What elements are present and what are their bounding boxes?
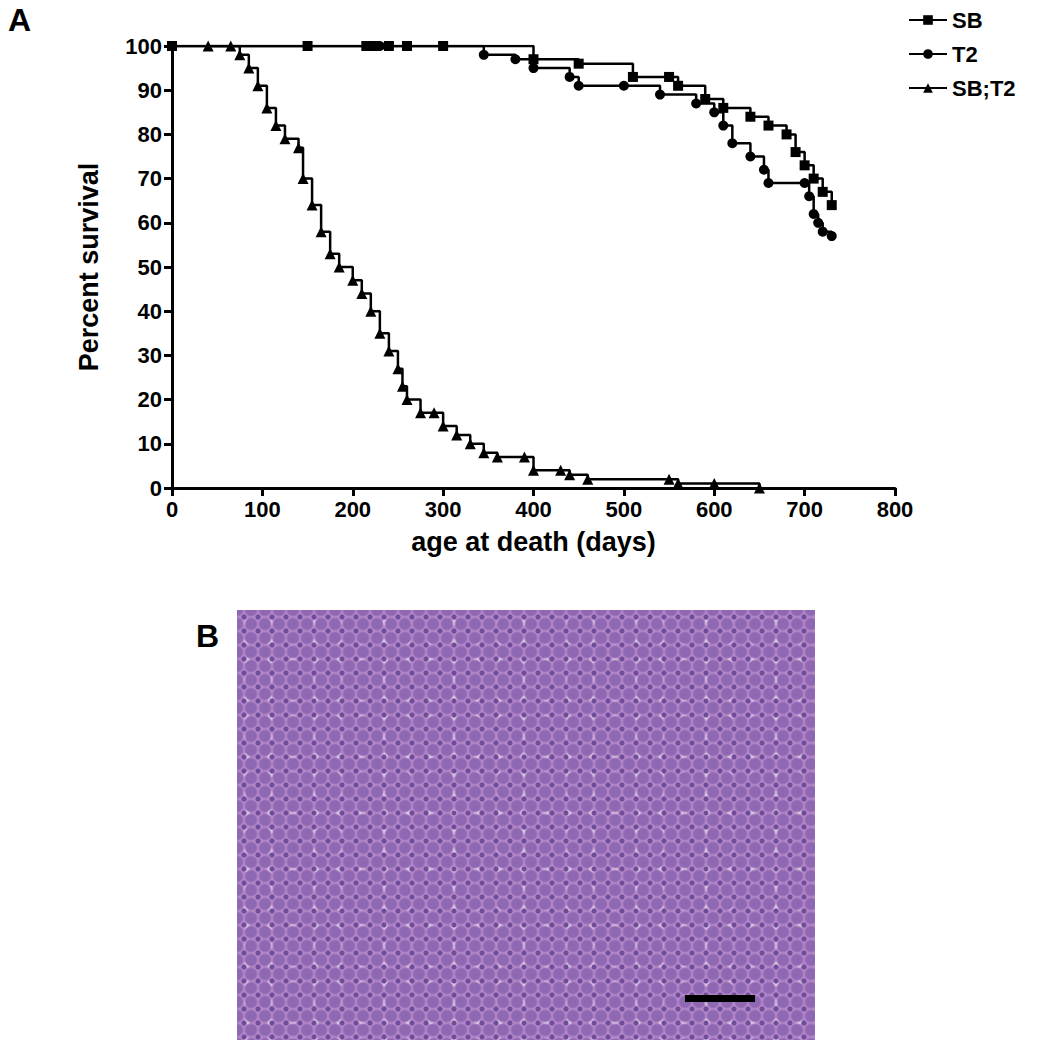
svg-text:500: 500 <box>606 497 643 522</box>
svg-text:90: 90 <box>138 78 162 103</box>
svg-text:80: 80 <box>138 122 162 147</box>
svg-text:SB;T2: SB;T2 <box>952 76 1016 101</box>
svg-text:0: 0 <box>150 476 162 501</box>
svg-text:10: 10 <box>138 431 162 456</box>
svg-text:0: 0 <box>166 497 178 522</box>
svg-text:50: 50 <box>138 255 162 280</box>
svg-text:30: 30 <box>138 343 162 368</box>
svg-text:300: 300 <box>425 497 462 522</box>
html-text:B: B <box>196 618 220 654</box>
svg-text:800: 800 <box>877 497 914 522</box>
svg-text:100: 100 <box>125 34 162 59</box>
svg-text:40: 40 <box>138 299 162 324</box>
svg-text:SB: SB <box>952 8 983 33</box>
svg-text:Percent survival: Percent survival <box>74 163 104 372</box>
svg-text:age at death (days): age at death (days) <box>411 527 656 557</box>
svg-text:70: 70 <box>138 166 162 191</box>
svg-text:T2: T2 <box>952 42 978 67</box>
html-text:A: A <box>8 2 32 38</box>
svg-text:100: 100 <box>244 497 281 522</box>
svg-text:20: 20 <box>138 387 162 412</box>
svg-text:600: 600 <box>696 497 733 522</box>
svg-text:400: 400 <box>515 497 552 522</box>
svg-text:700: 700 <box>786 497 823 522</box>
svg-text:200: 200 <box>334 497 371 522</box>
svg-text:60: 60 <box>138 210 162 235</box>
